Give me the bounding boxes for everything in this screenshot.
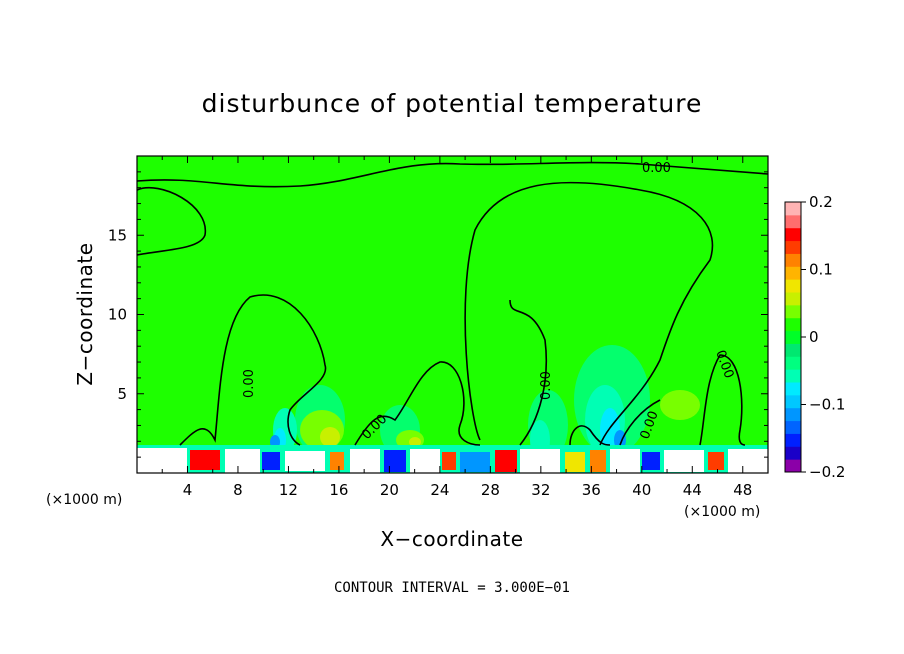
contour-label: 0.00 bbox=[539, 371, 554, 400]
colorbar-swatch bbox=[785, 343, 801, 357]
colorbar-swatch bbox=[785, 356, 801, 370]
colorbar-swatch bbox=[785, 304, 801, 319]
colorbar-swatch bbox=[785, 253, 801, 267]
colorbar-swatch bbox=[785, 459, 801, 473]
x-tick-label: 4 bbox=[183, 481, 193, 499]
x-axis-label: X−coordinate bbox=[380, 527, 523, 551]
x-tick-label: 36 bbox=[582, 481, 601, 499]
x-tick-label: 24 bbox=[430, 481, 449, 499]
colorbar-swatch bbox=[785, 446, 801, 460]
colorbar-ticks: 0.2 0.1 0 −0.1 −0.2 bbox=[801, 193, 845, 481]
chart-title: disturbunce of potential temperature bbox=[202, 89, 703, 118]
colorbar-swatch bbox=[785, 266, 801, 280]
colorbar-swatch bbox=[785, 317, 801, 332]
contour-label: 0.00 bbox=[642, 161, 671, 176]
x-tick-label: 16 bbox=[329, 481, 348, 499]
y-axis: 5 10 15 bbox=[108, 171, 768, 458]
x-tick-label: 28 bbox=[481, 481, 500, 499]
x-tick-label: 44 bbox=[683, 481, 702, 499]
colorbar-swatch bbox=[785, 330, 801, 344]
colorbar-swatch bbox=[785, 420, 801, 434]
colorbar bbox=[785, 202, 801, 473]
y-unit-label: (×1000 m) bbox=[46, 492, 122, 508]
colorbar-swatch bbox=[785, 394, 801, 409]
x-unit-label: (×1000 m) bbox=[684, 504, 760, 520]
y-axis-label: Z−coordinate bbox=[73, 242, 97, 385]
colorbar-tick-label: −0.2 bbox=[809, 463, 845, 481]
y-tick-label: 5 bbox=[117, 385, 127, 403]
boundary-layer-noise bbox=[137, 448, 768, 473]
x-tick-label: 12 bbox=[279, 481, 298, 499]
colorbar-swatch bbox=[785, 202, 801, 216]
colorbar-tick-label: 0.2 bbox=[809, 193, 833, 211]
colorbar-swatch bbox=[785, 214, 801, 229]
x-tick-label: 48 bbox=[733, 481, 752, 499]
x-tick-label: 8 bbox=[233, 481, 243, 499]
plot-background bbox=[137, 156, 768, 473]
contour-lines bbox=[137, 161, 768, 446]
x-tick-label: 20 bbox=[380, 481, 399, 499]
colorbar-swatch bbox=[785, 292, 801, 306]
y-tick-label: 15 bbox=[108, 226, 127, 244]
y-tick-label: 10 bbox=[108, 306, 127, 324]
x-tick-label: 40 bbox=[632, 481, 651, 499]
colorbar-tick-label: −0.1 bbox=[809, 396, 845, 414]
contour-interval-note: CONTOUR INTERVAL = 3.000E−01 bbox=[334, 580, 570, 596]
colorbar-swatch bbox=[785, 240, 801, 254]
colorbar-tick-label: 0 bbox=[809, 328, 819, 346]
colorbar-swatch bbox=[785, 407, 801, 422]
contour-label: 0.00 bbox=[242, 369, 257, 398]
x-axis: 4 8 12 16 20 24 28 32 36 40 44 48 bbox=[161, 156, 752, 499]
colorbar-swatch bbox=[785, 433, 801, 447]
x-tick-label: 32 bbox=[531, 481, 550, 499]
field-anomalies bbox=[137, 345, 768, 473]
colorbar-swatch bbox=[785, 279, 801, 293]
colorbar-swatch bbox=[785, 369, 801, 383]
colorbar-swatch bbox=[785, 382, 801, 396]
colorbar-swatch bbox=[785, 227, 801, 242]
colorbar-tick-label: 0.1 bbox=[809, 261, 833, 279]
